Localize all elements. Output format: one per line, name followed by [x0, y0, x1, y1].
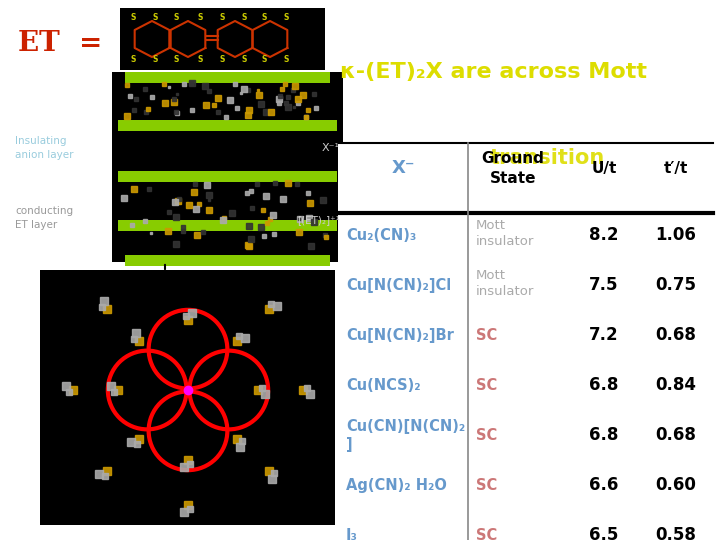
Text: 6.5: 6.5: [589, 526, 618, 540]
Bar: [118, 171, 337, 182]
Text: S: S: [241, 12, 247, 22]
Text: S: S: [197, 12, 203, 22]
Text: S: S: [241, 55, 247, 64]
Text: ET  =: ET =: [18, 30, 102, 57]
Text: S: S: [174, 55, 179, 64]
Text: S: S: [197, 55, 203, 64]
Text: S: S: [261, 12, 266, 22]
Text: 1.06: 1.06: [656, 226, 696, 245]
Text: insulator: insulator: [476, 285, 534, 298]
Bar: [118, 120, 337, 131]
Bar: [125, 72, 330, 83]
Text: 7.2: 7.2: [589, 327, 618, 345]
Text: [(ET)₂]⁺¹: [(ET)₂]⁺¹: [297, 215, 340, 225]
Bar: [118, 220, 337, 231]
Text: X⁻: X⁻: [391, 159, 415, 177]
Text: Mott: Mott: [476, 219, 506, 232]
Text: 0.60: 0.60: [656, 476, 696, 495]
Text: 6.6: 6.6: [589, 476, 618, 495]
Text: κ-(ET)₂X are across Mott: κ-(ET)₂X are across Mott: [340, 62, 647, 82]
Text: I₃: I₃: [346, 528, 358, 540]
Text: 0.68: 0.68: [656, 427, 696, 444]
Text: Cu₂(CN)₃: Cu₂(CN)₃: [346, 228, 416, 243]
Text: 0.75: 0.75: [655, 276, 696, 294]
Text: S: S: [130, 12, 135, 22]
Text: State: State: [490, 171, 536, 186]
Text: Cu(CN)[N(CN)₂: Cu(CN)[N(CN)₂: [346, 419, 465, 434]
Text: Ag(CN)₂ H₂O: Ag(CN)₂ H₂O: [346, 478, 447, 493]
Text: 6.8: 6.8: [589, 427, 618, 444]
Text: S: S: [153, 55, 158, 64]
Text: Cu[N(CN)₂]Br: Cu[N(CN)₂]Br: [346, 328, 454, 343]
Text: t′/t: t′/t: [664, 160, 688, 176]
Bar: [120, 8, 325, 70]
Text: ]: ]: [346, 437, 353, 452]
Text: S: S: [220, 12, 225, 22]
Text: S: S: [174, 12, 179, 22]
Text: U/t: U/t: [591, 160, 617, 176]
Text: X⁻¹: X⁻¹: [322, 143, 340, 153]
Text: S: S: [153, 12, 158, 22]
Text: SC: SC: [476, 328, 498, 343]
Text: S: S: [220, 55, 225, 64]
Text: transition: transition: [490, 148, 606, 168]
Bar: [120, 72, 335, 262]
Bar: [125, 255, 330, 266]
Text: SC: SC: [476, 478, 498, 493]
Text: Ground: Ground: [482, 151, 544, 166]
Bar: [338, 143, 713, 540]
Text: insulator: insulator: [476, 235, 534, 248]
Text: conducting
ET layer: conducting ET layer: [15, 206, 73, 230]
Text: 6.8: 6.8: [589, 376, 618, 395]
Text: S: S: [283, 55, 289, 64]
Text: Mott: Mott: [476, 269, 506, 282]
Text: Cu[N(CN)₂]Cl: Cu[N(CN)₂]Cl: [346, 278, 451, 293]
Text: SC: SC: [476, 378, 498, 393]
Text: Insulating
anion layer: Insulating anion layer: [15, 136, 73, 160]
Text: 0.58: 0.58: [656, 526, 696, 540]
Text: SC: SC: [476, 428, 498, 443]
Text: 8.2: 8.2: [589, 226, 618, 245]
Text: Cu(NCS)₂: Cu(NCS)₂: [346, 378, 420, 393]
Text: 7.5: 7.5: [589, 276, 618, 294]
Text: S: S: [130, 55, 135, 64]
Text: S: S: [261, 55, 266, 64]
Text: S: S: [283, 12, 289, 22]
Bar: [112, 72, 343, 262]
Text: SC: SC: [476, 528, 498, 540]
Text: 0.84: 0.84: [655, 376, 696, 395]
Text: 0.68: 0.68: [656, 327, 696, 345]
Bar: [40, 270, 335, 525]
